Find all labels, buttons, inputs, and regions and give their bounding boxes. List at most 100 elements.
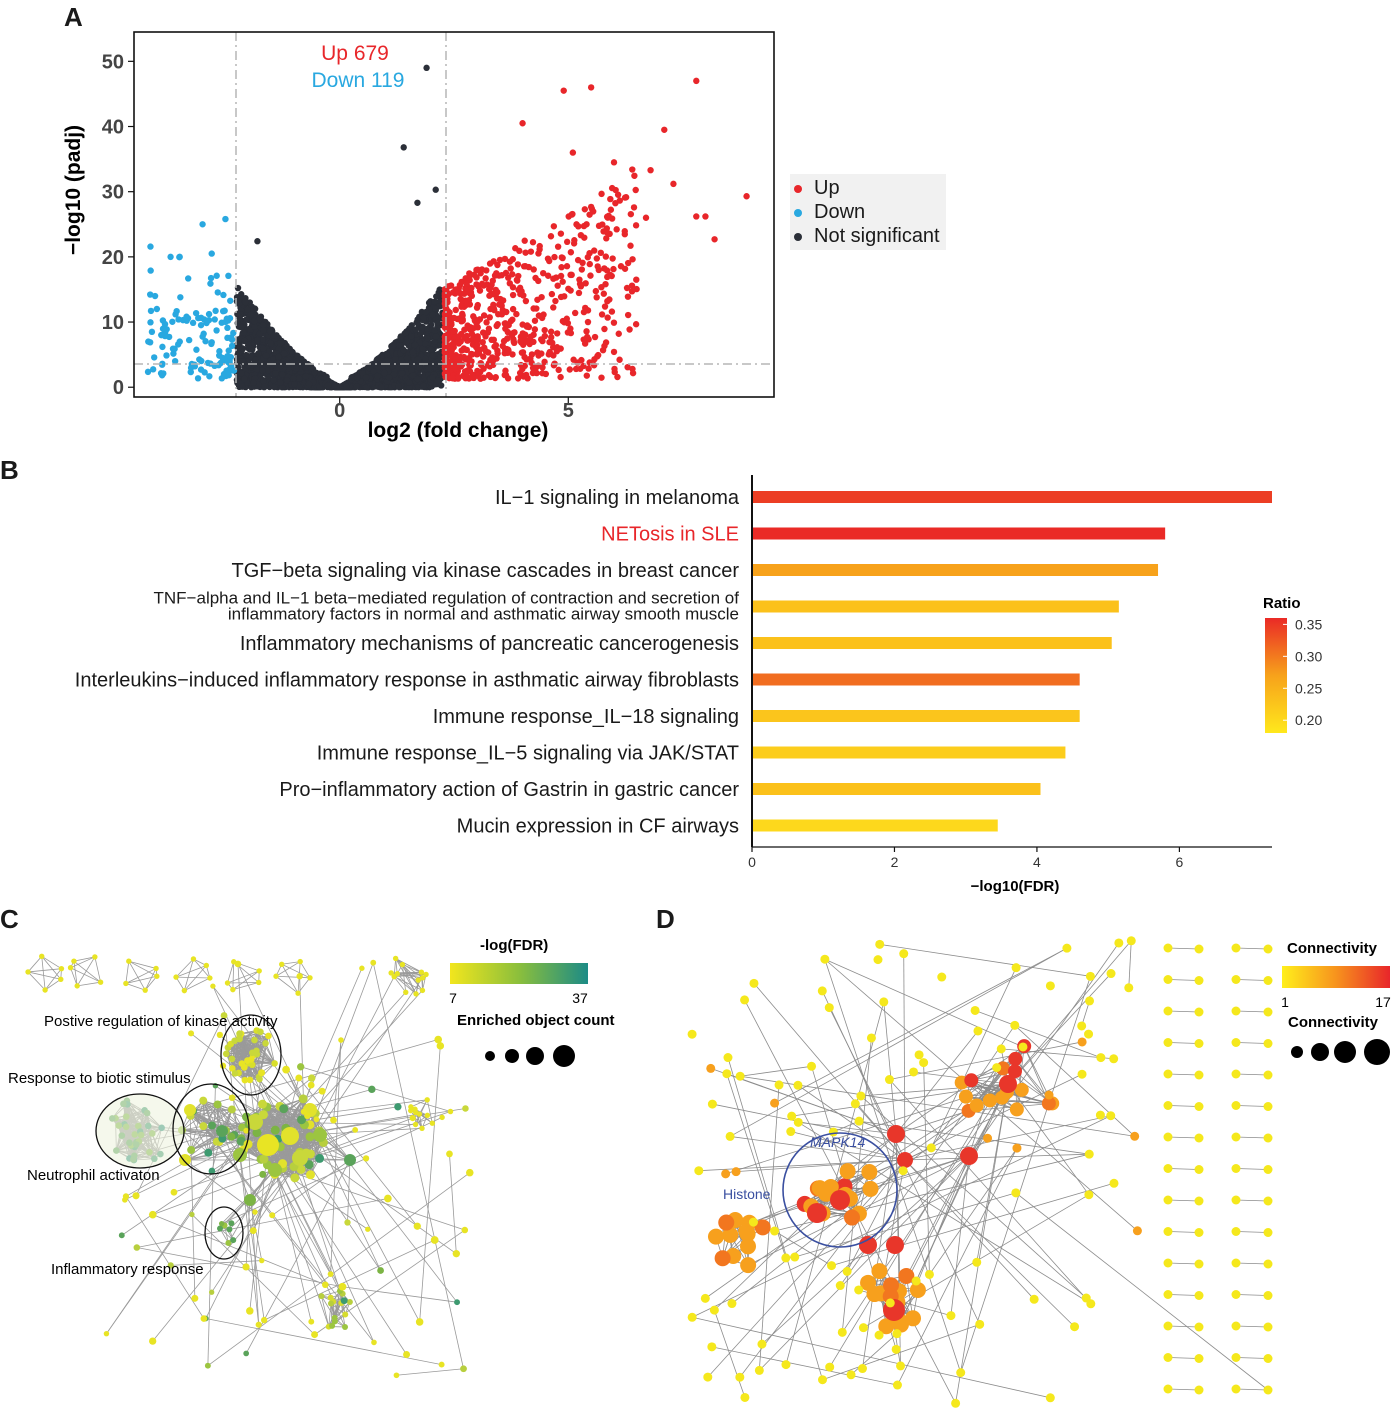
up-point — [522, 371, 530, 379]
network-node — [256, 968, 262, 974]
up-point — [450, 327, 457, 335]
network-node — [253, 1050, 261, 1058]
up-point — [629, 365, 636, 373]
ns-point — [250, 317, 258, 325]
ns-point — [403, 339, 410, 346]
down-point — [147, 319, 154, 326]
ns-point — [261, 383, 269, 390]
ns-point — [239, 358, 246, 365]
network-edge — [44, 968, 62, 991]
network-edge — [252, 1084, 312, 1231]
up-point — [598, 374, 605, 381]
ns-point — [241, 375, 248, 383]
down-point — [169, 318, 176, 325]
ns-point — [251, 323, 258, 331]
up-point — [480, 312, 488, 319]
up-point — [611, 365, 618, 373]
up-point — [630, 204, 638, 211]
up-point — [567, 249, 575, 256]
up-point — [443, 362, 451, 369]
ns-point — [260, 326, 267, 334]
down-point — [171, 357, 179, 365]
ns-point — [431, 359, 438, 366]
ratio-tick-label: 0.35 — [1295, 616, 1322, 632]
up-point — [441, 286, 449, 293]
network-edge — [298, 1077, 418, 1227]
network-edge — [422, 974, 427, 991]
up-point — [552, 297, 559, 305]
panel-label-b: B — [0, 455, 19, 485]
pathway-bar — [752, 600, 1119, 613]
pathway-label: Immune response_IL−18 signaling — [433, 706, 739, 728]
ns-point — [416, 339, 424, 347]
network-node — [248, 1061, 256, 1069]
up-point — [577, 283, 585, 290]
up-point — [468, 330, 476, 338]
down-point — [211, 316, 218, 323]
network-edge — [321, 1296, 330, 1327]
network-edge — [395, 958, 422, 973]
ns-point — [244, 306, 251, 313]
ns-point — [305, 380, 313, 388]
network-edge — [227, 970, 260, 984]
legend-dot-up — [794, 184, 802, 193]
up-point — [550, 223, 558, 230]
up-point — [518, 288, 525, 295]
ns-point — [416, 363, 423, 371]
up-point — [598, 190, 605, 198]
pathway-bar — [752, 819, 998, 832]
up-point — [534, 296, 541, 303]
network-edge — [128, 960, 157, 969]
up-point — [497, 295, 504, 303]
ns-point — [396, 360, 404, 367]
up-point — [532, 274, 539, 282]
ns-point — [384, 355, 391, 363]
ns-point — [409, 372, 416, 379]
up-point — [509, 305, 517, 313]
network-node — [58, 976, 64, 982]
up-point — [470, 374, 477, 382]
down-point — [219, 354, 226, 362]
up-point — [602, 253, 610, 260]
network-node — [67, 965, 74, 971]
network-edge — [299, 961, 311, 979]
up-point — [711, 236, 718, 243]
up-point — [539, 370, 546, 377]
pathway-bar — [752, 783, 1041, 795]
ratio-tick-label: 0.25 — [1295, 680, 1322, 696]
up-point — [502, 269, 510, 277]
up-point — [601, 265, 608, 272]
up-point — [509, 271, 516, 278]
network-node — [295, 990, 301, 996]
network-edge — [207, 1172, 471, 1367]
network-edge — [70, 967, 101, 983]
down-point — [184, 275, 192, 282]
up-point — [442, 325, 450, 332]
ns-point — [407, 333, 415, 340]
volcano-y-label: −log10 (padj) — [62, 125, 85, 255]
network-edge — [183, 958, 194, 991]
up-point — [522, 297, 530, 305]
x-tick-label: 5 — [563, 400, 574, 422]
down-point — [177, 294, 184, 301]
up-point — [509, 351, 516, 358]
up-point — [486, 260, 494, 267]
up-point — [607, 195, 614, 203]
up-point — [527, 333, 534, 341]
ns-point — [414, 356, 422, 363]
network-edge — [330, 1040, 342, 1275]
bar-x-tick-label: 2 — [891, 854, 899, 870]
ns-point — [280, 350, 288, 357]
up-point — [554, 282, 561, 289]
down-point — [206, 373, 213, 380]
down-point — [212, 307, 219, 315]
network-edge — [334, 1301, 351, 1319]
ns-point — [237, 324, 245, 331]
up-point — [519, 120, 526, 127]
up-point — [599, 221, 606, 228]
network-edge — [76, 956, 96, 987]
up-point — [486, 292, 493, 299]
network-node — [247, 1056, 255, 1063]
network-edge — [222, 1065, 291, 1137]
